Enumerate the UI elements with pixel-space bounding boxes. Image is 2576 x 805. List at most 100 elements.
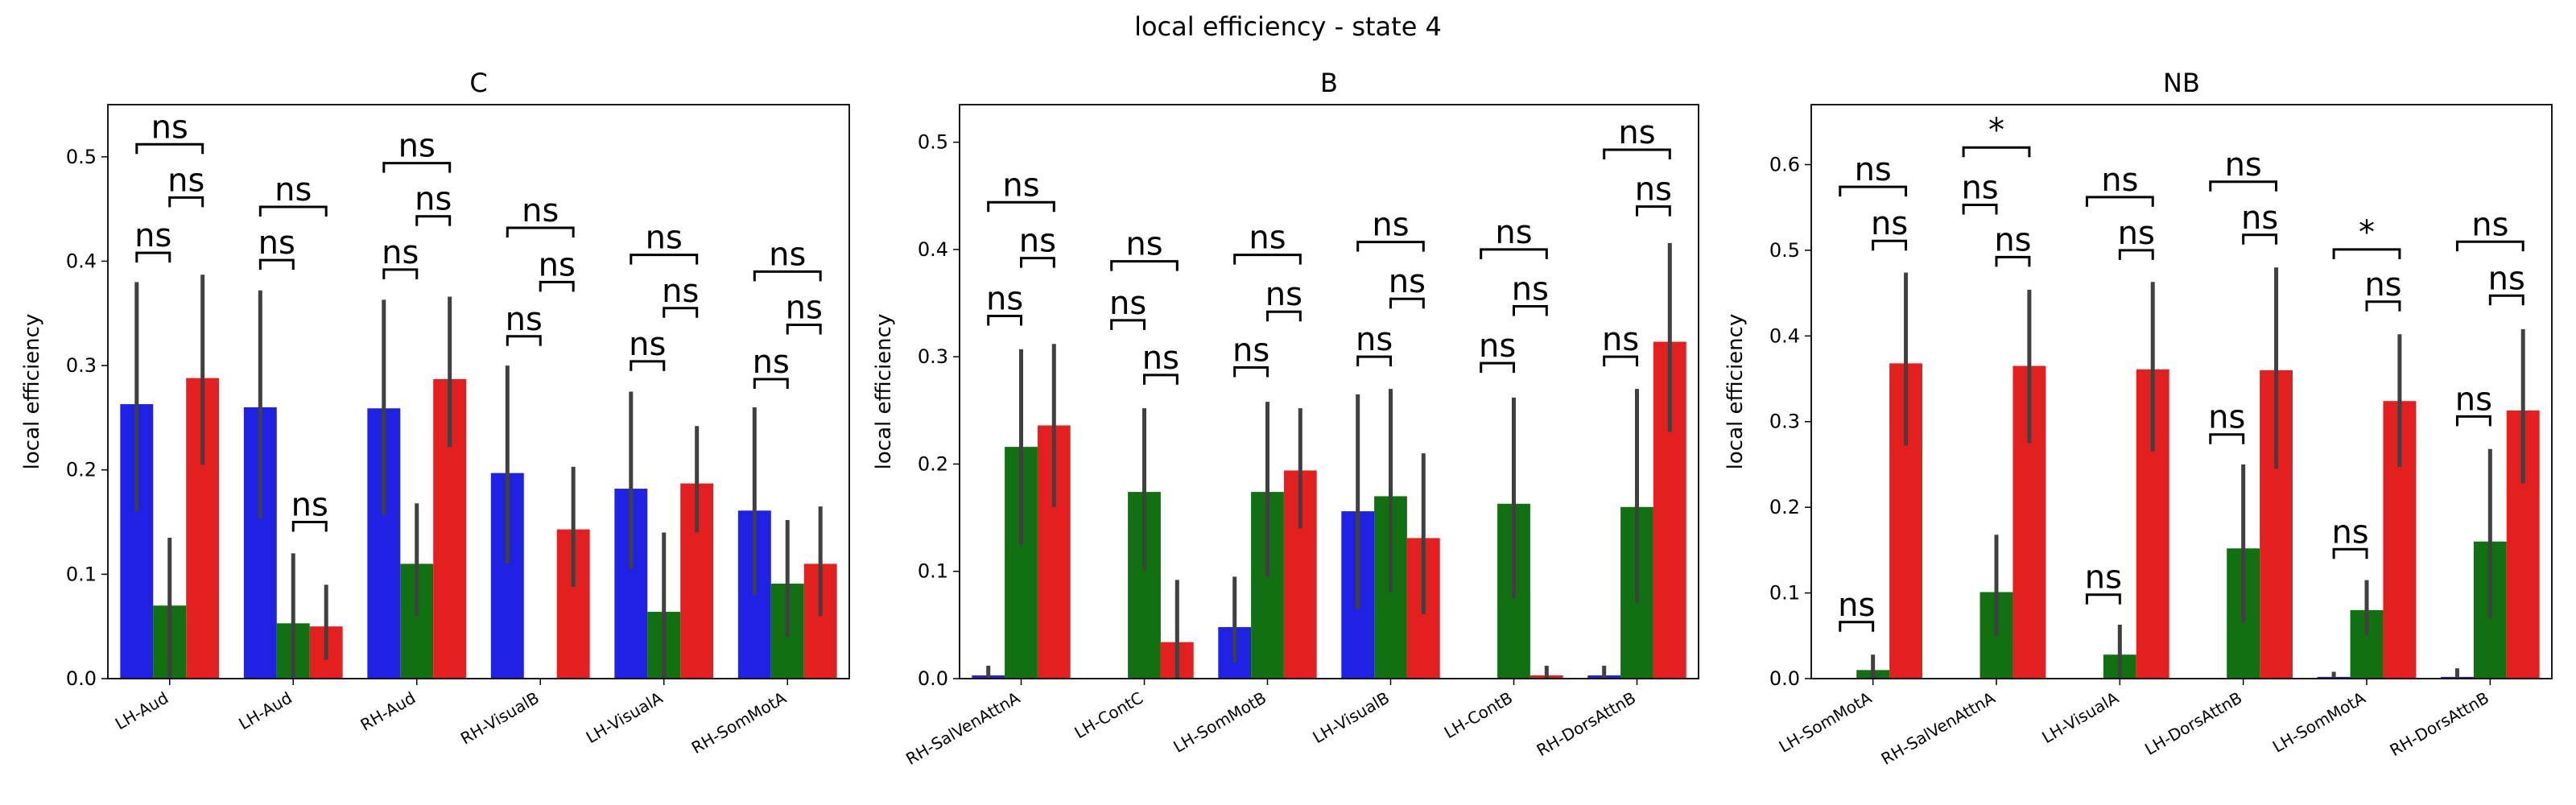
x-tick-label: RH-SomMotA bbox=[688, 687, 790, 758]
panel-title: B bbox=[1320, 68, 1338, 98]
y-tick-label: 0.1 bbox=[1769, 582, 1800, 605]
y-axis-label: local efficiency bbox=[1724, 314, 1748, 470]
panel-3: NB local efficiency 0.0 0.1 0.2 0.3 0.4 0.5 0.6 L… bbox=[1724, 68, 2553, 769]
significance-bracket bbox=[1636, 205, 1671, 217]
x-tick-label: LH-SomMotA bbox=[1776, 687, 1876, 756]
significance-bracket bbox=[1839, 621, 1875, 632]
significance-label: ns bbox=[646, 220, 683, 257]
significance-label: ns bbox=[1602, 321, 1639, 358]
significance-bracket bbox=[1872, 239, 1908, 251]
significance-label: ns bbox=[1635, 171, 1672, 208]
significance-bracket bbox=[2242, 233, 2278, 245]
significance-bracket bbox=[1480, 248, 1548, 259]
significance-label: ns bbox=[2471, 206, 2508, 243]
significance-bracket bbox=[2455, 240, 2524, 252]
x-tick-label: RH-DorsAttnB bbox=[2386, 688, 2491, 761]
significance-bracket bbox=[2332, 547, 2368, 559]
significance-label: ns bbox=[258, 225, 295, 262]
panel-title: NB bbox=[2163, 68, 2200, 98]
significance-label: ns bbox=[1372, 207, 1409, 244]
significance-label: ns bbox=[506, 301, 543, 338]
significance-label: ns bbox=[1265, 276, 1302, 313]
significance-label: ns bbox=[2118, 215, 2155, 252]
significance-label: ns bbox=[662, 273, 699, 310]
significance-label: ns bbox=[275, 171, 312, 208]
significance-bracket bbox=[786, 324, 822, 335]
significance-label: ns bbox=[986, 281, 1023, 318]
significance-label: ns bbox=[2241, 200, 2278, 237]
y-tick-label: 0.0 bbox=[1769, 667, 1800, 690]
significance-bracket bbox=[1513, 305, 1548, 316]
significance-label: ns bbox=[2364, 266, 2401, 303]
significance-label: ns bbox=[151, 109, 188, 146]
x-tick-label: LH-ContB bbox=[1441, 688, 1516, 743]
x-tick-label: LH-ContC bbox=[1071, 688, 1146, 743]
y-tick-label: 0.2 bbox=[1769, 496, 1800, 518]
significance-label: ns bbox=[167, 162, 204, 199]
y-tick-label: 0.0 bbox=[66, 667, 97, 690]
significance-bracket bbox=[1962, 204, 1998, 215]
significance-label: ns bbox=[1249, 220, 1286, 257]
y-axis-label: local efficiency bbox=[20, 314, 44, 470]
panel-title: C bbox=[469, 68, 487, 98]
significance-label: ns bbox=[1109, 285, 1146, 322]
x-tick-label: RH-Aud bbox=[357, 688, 419, 735]
significance-bracket bbox=[168, 196, 204, 208]
significance-bracket bbox=[1839, 185, 1908, 197]
significance-label: ns bbox=[786, 290, 823, 327]
significance-label: ns bbox=[539, 246, 576, 283]
figure-title: local efficiency - state 4 bbox=[1134, 11, 1442, 42]
x-tick-label: RH-SalVenAttnA bbox=[1878, 687, 1999, 769]
x-tick-label: LH-DorsAttnB bbox=[2141, 688, 2245, 759]
significance-bracket bbox=[415, 215, 452, 226]
significance-bracket bbox=[1603, 148, 1671, 159]
significance-bracket bbox=[2085, 196, 2154, 207]
significance-label: ns bbox=[2225, 147, 2262, 184]
significance-label: ns bbox=[1019, 223, 1056, 260]
significance-bracket bbox=[987, 315, 1022, 326]
x-tick-label: LH-VisualA bbox=[583, 687, 667, 747]
axes-frame bbox=[107, 104, 850, 679]
y-tick-label: 0.2 bbox=[66, 459, 97, 481]
significance-label: ns bbox=[1142, 340, 1179, 377]
significance-bracket bbox=[258, 258, 295, 270]
significance-label: ns bbox=[2488, 260, 2525, 297]
significance-bracket bbox=[1110, 260, 1179, 271]
x-tick-label: RH-VisualB bbox=[457, 688, 543, 749]
significance-label: ns bbox=[1495, 214, 1532, 251]
y-tick-label: 0.1 bbox=[918, 560, 948, 583]
significance-bracket bbox=[753, 378, 789, 389]
axes-frame bbox=[1810, 104, 2553, 679]
significance-label: ns bbox=[1125, 226, 1162, 263]
significance-bracket bbox=[1480, 361, 1515, 374]
significance-bracket bbox=[506, 226, 575, 237]
significance-label: ns bbox=[1389, 263, 1426, 300]
significance-bracket bbox=[1233, 254, 1302, 265]
y-tick-label: 0.4 bbox=[66, 250, 97, 272]
significance-label: ns bbox=[2208, 399, 2245, 436]
y-tick-label: 0.5 bbox=[66, 146, 97, 168]
significance-label: ns bbox=[1838, 587, 1875, 624]
x-tick-label: LH-Aud bbox=[235, 688, 295, 734]
axes-frame bbox=[959, 104, 1699, 679]
significance-label: * bbox=[1988, 112, 2004, 149]
y-axis-label: local efficiency bbox=[872, 314, 896, 470]
x-tick-label: LH-VisualA bbox=[2038, 687, 2122, 747]
significance-bracket bbox=[1603, 355, 1638, 367]
significance-bracket bbox=[2332, 248, 2401, 259]
significance-bracket bbox=[539, 280, 575, 292]
significance-bracket bbox=[630, 360, 666, 371]
significance-bracket bbox=[1995, 255, 2031, 267]
significance-label: ns bbox=[629, 326, 666, 363]
significance-label: ns bbox=[1961, 170, 1998, 207]
y-tick-label: 0.3 bbox=[1769, 411, 1800, 433]
x-tick-label: RH-DorsAttnB bbox=[1534, 688, 1639, 761]
significance-label: ns bbox=[1855, 151, 1892, 188]
significance-label: ns bbox=[1356, 321, 1393, 358]
significance-label: ns bbox=[1994, 221, 2031, 258]
y-tick-label: 0.6 bbox=[1769, 153, 1800, 175]
significance-bracket bbox=[2209, 180, 2278, 192]
significance-label: ns bbox=[1002, 167, 1039, 204]
significance-bracket bbox=[1020, 257, 1055, 268]
